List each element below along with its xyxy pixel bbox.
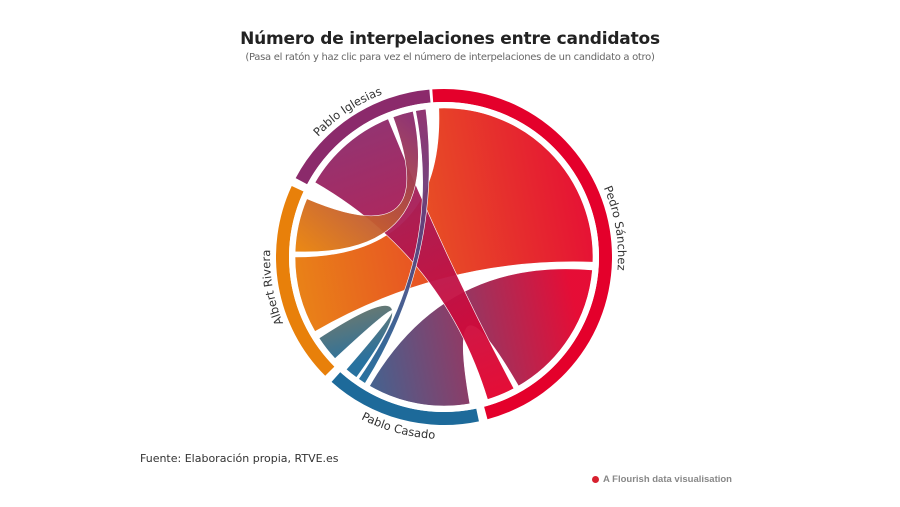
flourish-credit-text: A Flourish data visualisation bbox=[603, 474, 732, 485]
node-arc-pablo-iglesias[interactable] bbox=[295, 89, 431, 185]
node-arc-pablo-casado[interactable] bbox=[331, 372, 479, 425]
node-arc-albert-rivera[interactable] bbox=[276, 186, 335, 376]
flourish-logo-icon bbox=[592, 476, 599, 483]
chart-title: Número de interpelaciones entre candidat… bbox=[240, 29, 660, 49]
ribbon-albert-rivera-to-pablo-casado[interactable] bbox=[318, 305, 393, 378]
ribbons[interactable] bbox=[294, 107, 594, 407]
ribbon-albert-rivera-to-pedro-sanchez[interactable] bbox=[294, 107, 594, 332]
ribbon-pablo-iglesias-to-albert-rivera[interactable] bbox=[294, 110, 419, 253]
separator-ring bbox=[289, 102, 599, 412]
node-arcs[interactable] bbox=[276, 89, 612, 425]
chart-subtitle: (Pasa el ratón y haz clic para vez el nú… bbox=[245, 52, 655, 63]
source-note: Fuente: Elaboración propia, RTVE.es bbox=[140, 452, 339, 465]
ribbon-pablo-iglesias-to-pablo-casado[interactable] bbox=[358, 108, 430, 384]
flourish-credit[interactable]: A Flourish data visualisation bbox=[592, 474, 732, 485]
